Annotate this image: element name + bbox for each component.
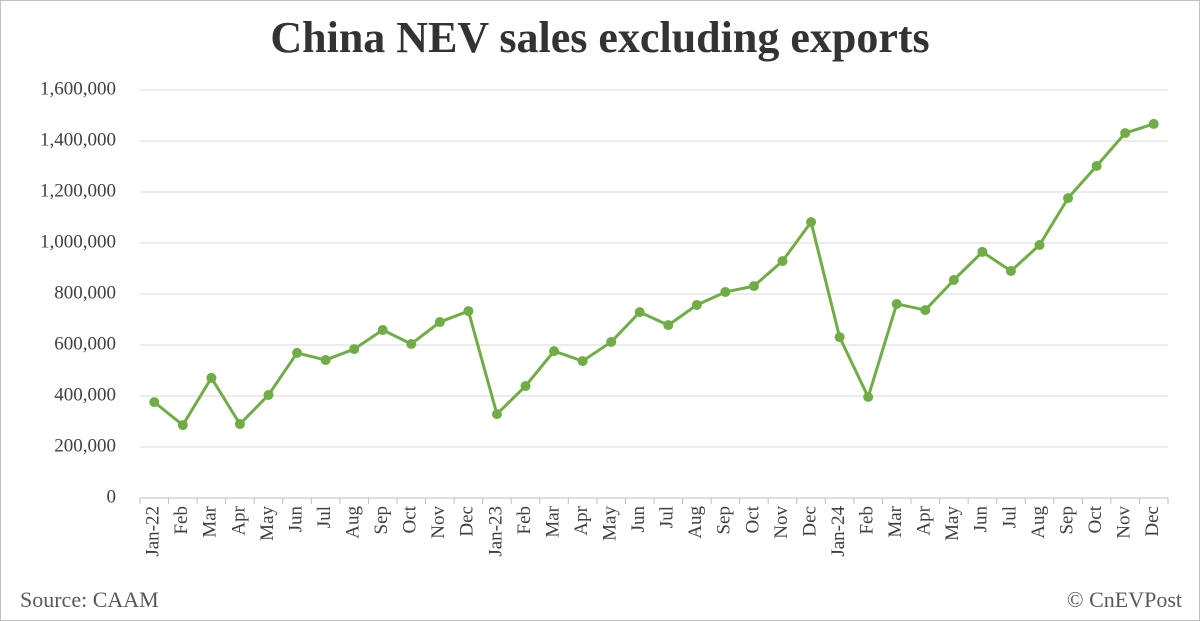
x-tick-label: Jan-24 (828, 506, 849, 557)
x-tick-label: Jun (285, 506, 306, 533)
x-tick-label: Mar (885, 505, 906, 537)
x-tick-label: Sep (1056, 506, 1077, 535)
data-point (663, 320, 674, 331)
y-tick-label: 200,000 (54, 435, 116, 456)
data-point (1063, 193, 1074, 204)
x-tick-label: Oct (1085, 505, 1106, 533)
x-tick-label: Jun (628, 506, 649, 533)
y-tick-label: 600,000 (54, 333, 116, 354)
x-tick-label: Mar (542, 505, 563, 537)
data-point (177, 420, 188, 431)
data-point (606, 336, 617, 347)
data-point (320, 355, 331, 366)
x-tick-label: Nov (428, 506, 449, 539)
x-tick-label: Dec (457, 506, 478, 537)
data-point (577, 356, 588, 367)
data-point (463, 306, 474, 317)
data-point (806, 217, 817, 228)
x-tick-label: Apr (571, 505, 592, 535)
x-tick-label: Apr (228, 505, 249, 535)
x-tick-label: Jan-23 (485, 506, 506, 557)
data-point (834, 332, 845, 343)
x-tick-label: Jul (314, 506, 335, 528)
data-point (234, 419, 245, 430)
x-tick-label: May (942, 506, 963, 541)
copyright-note: © CnEVPost (1067, 587, 1182, 612)
x-tick-label: Mar (200, 505, 221, 537)
x-tick-label: Feb (857, 506, 878, 535)
data-point (549, 346, 560, 357)
data-point (377, 324, 388, 335)
x-tick-label: Jul (999, 506, 1020, 528)
x-tick-label: Nov (771, 506, 792, 539)
x-tick-label: Feb (171, 506, 192, 535)
x-tick-label: Oct (742, 505, 763, 533)
x-tick-label: Sep (714, 506, 735, 535)
data-point (149, 397, 160, 408)
source-note: Source: CAAM (20, 587, 159, 612)
x-tick-label: Aug (343, 506, 364, 539)
x-tick-label: Nov (1114, 506, 1135, 539)
data-point (349, 344, 360, 355)
data-point (891, 298, 902, 309)
data-point (406, 338, 417, 349)
data-point (434, 317, 445, 328)
y-tick-label: 0 (107, 486, 117, 507)
x-tick-label: Dec (1142, 506, 1163, 537)
data-point (977, 246, 988, 257)
x-tick-label: Dec (799, 506, 820, 537)
x-tick-label: Jan-22 (143, 506, 164, 557)
data-point (1091, 160, 1102, 171)
data-point (777, 256, 788, 267)
data-point (863, 392, 874, 403)
data-point (263, 389, 274, 400)
x-tick-label: Aug (1028, 506, 1049, 539)
data-point (634, 307, 645, 318)
data-point (1005, 266, 1016, 277)
data-point (948, 274, 959, 285)
data-point (691, 299, 702, 310)
data-point (491, 409, 502, 420)
data-point (520, 381, 531, 392)
x-tick-label: Sep (371, 506, 392, 535)
data-point (1034, 240, 1045, 251)
x-tick-label: Jul (657, 506, 678, 528)
x-tick-label: Aug (685, 506, 706, 539)
data-point (748, 281, 759, 292)
data-point (1120, 128, 1131, 139)
x-tick-label: Apr (914, 505, 935, 535)
x-tick-label: Oct (400, 505, 421, 533)
x-tick-label: Jun (971, 506, 992, 533)
data-point (1148, 118, 1159, 129)
y-tick-label: 1,000,000 (40, 231, 116, 252)
data-point (920, 305, 931, 316)
y-tick-label: 1,400,000 (40, 129, 116, 150)
x-tick-label: May (600, 506, 621, 541)
x-tick-label: May (257, 506, 278, 541)
y-tick-label: 1,600,000 (40, 78, 116, 99)
data-point (720, 286, 731, 297)
y-tick-label: 400,000 (54, 384, 116, 405)
y-tick-label: 1,200,000 (40, 180, 116, 201)
x-tick-label: Feb (514, 506, 535, 535)
chart-title: China NEV sales excluding exports (270, 13, 929, 62)
y-tick-label: 800,000 (54, 282, 116, 303)
data-point (206, 372, 217, 383)
data-point (292, 347, 303, 358)
